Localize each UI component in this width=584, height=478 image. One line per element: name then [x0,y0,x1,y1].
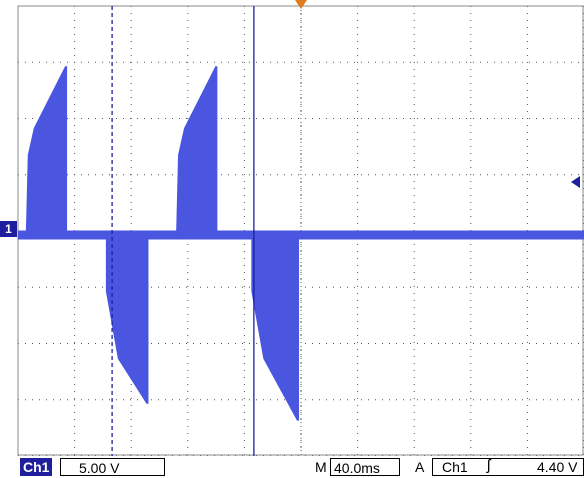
time-cursors [111,6,255,456]
timebase-prefix: M [315,459,327,475]
oscilloscope-display [17,5,584,456]
time-per-div-readout[interactable]: 40.0ms [330,458,400,476]
positive-pulse [176,66,218,235]
trace-baseline [18,230,584,240]
trigger-level-arrow-icon[interactable] [571,176,580,188]
trigger-level-readout: 4.40 V [537,459,578,475]
channel-1-trace [18,66,584,421]
channel-label[interactable]: Ch1 [20,458,53,476]
volts-per-div-readout[interactable]: 5.00 V [60,458,165,476]
negative-pulse [105,235,149,404]
trigger-source: Ch1 [442,459,468,475]
trigger-mode: A [415,459,425,475]
trigger-position-marker[interactable] [295,0,307,9]
negative-pulse [251,235,300,421]
status-bar: Ch1 5.00 V M 40.0ms A Ch1 ʃ 4.40 V [0,456,584,478]
rising-edge-icon: ʃ [487,457,491,474]
trigger-readout[interactable]: Ch1 ʃ 4.40 V [432,457,584,476]
channel-1-ground-marker[interactable]: 1 [0,221,17,237]
positive-pulse [25,66,68,235]
